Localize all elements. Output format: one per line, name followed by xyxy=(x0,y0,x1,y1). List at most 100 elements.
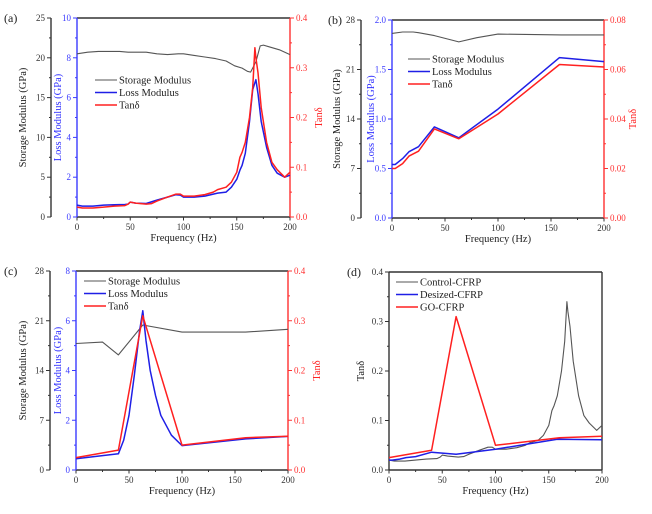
tan-y-axis-title: Tanδ xyxy=(314,107,325,128)
storage-y-axis-tick-label: 0 xyxy=(40,465,45,475)
x-tick-label: 0 xyxy=(75,222,80,232)
x-tick-label: 100 xyxy=(175,475,189,485)
tan-y-axis-tick-label: 0.08 xyxy=(610,15,626,25)
tan-y-axis-tick-label: 0.0 xyxy=(294,465,306,475)
tan-y-axis-tick-label: 0.4 xyxy=(294,266,306,276)
loss-y-axis-tick-label: 0.0 xyxy=(375,213,387,223)
series-line-storage-modulus xyxy=(75,324,289,356)
legend-label: Desized-CFRP xyxy=(420,290,483,301)
series-line-tan- xyxy=(392,63,605,170)
series-line-control-cfrp xyxy=(388,301,603,462)
series-line-go-cfrp xyxy=(388,315,603,459)
loss-y-axis-tick-label: 1.5 xyxy=(375,65,387,75)
series-line-loss-modulus xyxy=(76,78,291,207)
tan-y-axis-tick-label: 0.00 xyxy=(610,213,626,223)
series-line-loss-modulus xyxy=(75,310,289,460)
storage-y-axis-tick-label: 14 xyxy=(35,366,45,376)
storage-y-axis-tick-label: 15 xyxy=(36,93,46,103)
y-axis-tick-label: 0.1 xyxy=(372,416,383,426)
x-tick-label: 100 xyxy=(489,475,503,485)
chart-panel-4: (d) 0 50 100 150 200 Frequency (Hz) 0.0 0.1 0.2 0.… xyxy=(347,265,609,497)
tan-y-axis-tick-label: 0.1 xyxy=(294,415,305,425)
series-line-loss-modulus xyxy=(392,56,605,166)
series-line-desized-cfrp xyxy=(389,438,603,461)
y-axis-tick-label: 0.4 xyxy=(372,267,384,277)
storage-y-axis-title: Storage Modulus (GPa) xyxy=(332,69,343,169)
x-tick-label: 0 xyxy=(74,475,79,485)
x-tick-label: 0 xyxy=(390,223,395,233)
loss-y-axis-title: Loss Modulus (GPa) xyxy=(366,75,377,163)
chart-panel-3: (c) 0 50 100 150 200 Frequency (Hz) 0 7 14 21 28 0 2 4… xyxy=(4,264,323,497)
y-axis-tick-label: 0.2 xyxy=(372,366,383,376)
storage-y-axis-tick-label: 25 xyxy=(36,13,46,23)
y-axis-tick-label: 0.0 xyxy=(372,465,384,475)
series-line-storage-modulus xyxy=(76,44,291,73)
loss-y-axis-tick-label: 2.0 xyxy=(375,15,387,25)
loss-y-axis-tick-label: 6 xyxy=(66,316,71,326)
x-tick-label: 150 xyxy=(230,222,244,232)
storage-y-axis-tick-label: 21 xyxy=(35,316,44,326)
loss-y-axis-tick-label: 0 xyxy=(66,465,71,475)
loss-y-axis-tick-label: 0.5 xyxy=(375,164,387,174)
x-tick-label: 50 xyxy=(125,475,135,485)
series-line-storage-modulus xyxy=(391,31,604,43)
x-tick-label: 200 xyxy=(281,475,295,485)
storage-y-axis-tick-label: 7 xyxy=(351,164,356,174)
legend-label: Storage Modulus xyxy=(432,55,504,66)
tan-y-axis-tick-label: 0.4 xyxy=(296,13,308,23)
storage-y-axis-tick-label: 28 xyxy=(35,266,45,276)
series-line-tan- xyxy=(75,315,289,459)
x-axis-title: Frequency (Hz) xyxy=(462,486,529,497)
x-tick-label: 0 xyxy=(387,475,392,485)
legend-label: Loss Modulus xyxy=(119,88,179,99)
tan-y-axis-tick-label: 0.2 xyxy=(296,113,307,123)
storage-y-axis-tick-label: 21 xyxy=(346,65,355,75)
tan-y-axis-tick-label: 0.04 xyxy=(610,114,626,124)
x-tick-label: 50 xyxy=(126,222,136,232)
x-tick-label: 150 xyxy=(544,223,558,233)
panel-label: (a) xyxy=(4,11,17,25)
loss-y-axis-tick-label: 2 xyxy=(67,172,72,182)
x-axis-title: Frequency (Hz) xyxy=(465,234,532,245)
storage-y-axis-tick-label: 0 xyxy=(351,213,356,223)
loss-y-axis-tick-label: 6 xyxy=(67,93,72,103)
loss-y-axis-tick-label: 0 xyxy=(67,212,72,222)
storage-y-axis-tick-label: 14 xyxy=(346,114,356,124)
legend-label: GO-CFRP xyxy=(420,303,465,314)
legend-label: Loss Modulus xyxy=(432,67,492,78)
panel-label: (c) xyxy=(4,264,17,278)
x-tick-label: 200 xyxy=(595,475,609,485)
tan-y-axis-tick-label: 0.06 xyxy=(610,65,626,75)
y-axis-title: Tanδ xyxy=(356,361,367,382)
storage-y-axis-title: Storage Modulus (GPa) xyxy=(18,67,29,167)
legend-label: Loss Modulus xyxy=(108,289,168,300)
tan-y-axis-tick-label: 0.02 xyxy=(610,164,626,174)
x-tick-label: 200 xyxy=(597,223,611,233)
tan-y-axis-tick-label: 0.0 xyxy=(296,212,308,222)
panel-label: (d) xyxy=(347,265,361,279)
x-tick-label: 150 xyxy=(542,475,556,485)
tan-y-axis-title: Tanδ xyxy=(312,360,323,381)
legend-label: Control-CFRP xyxy=(420,278,481,289)
x-tick-label: 100 xyxy=(177,222,191,232)
loss-y-axis-tick-label: 4 xyxy=(66,366,71,376)
x-tick-label: 100 xyxy=(491,223,505,233)
y-axis-tick-label: 0.3 xyxy=(372,317,384,327)
storage-y-axis-tick-label: 20 xyxy=(36,53,46,63)
x-axis-title: Frequency (Hz) xyxy=(149,486,216,497)
legend-label: Tanδ xyxy=(108,302,129,313)
panel-label: (b) xyxy=(328,13,342,27)
tan-y-axis-tick-label: 0.3 xyxy=(296,63,308,73)
loss-y-axis-tick-label: 4 xyxy=(67,132,72,142)
loss-y-axis-tick-label: 2 xyxy=(66,415,71,425)
x-axis-title: Frequency (Hz) xyxy=(150,233,217,244)
tan-y-axis-tick-label: 0.3 xyxy=(294,316,306,326)
storage-y-axis-tick-label: 7 xyxy=(40,415,45,425)
storage-y-axis-title: Storage Modulus (GPa) xyxy=(18,320,29,420)
storage-y-axis-tick-label: 10 xyxy=(36,132,46,142)
loss-y-axis-tick-label: 8 xyxy=(66,266,71,276)
x-tick-label: 50 xyxy=(438,475,448,485)
loss-y-axis-title: Loss Modulus (GPa) xyxy=(53,73,64,161)
x-tick-label: 50 xyxy=(441,223,451,233)
legend-label: Storage Modulus xyxy=(108,277,180,288)
